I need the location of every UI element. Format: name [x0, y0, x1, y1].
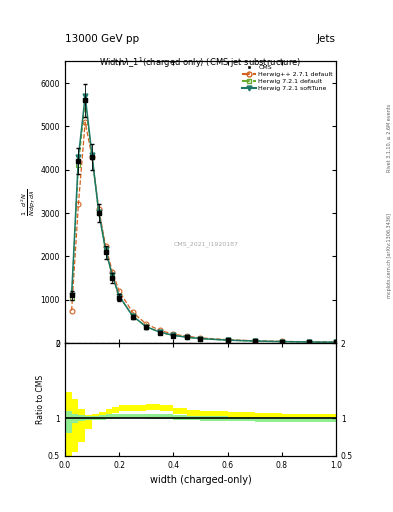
Text: Rivet 3.1.10, ≥ 2.6M events: Rivet 3.1.10, ≥ 2.6M events [387, 104, 392, 173]
Legend: CMS, Herwig++ 2.7.1 default, Herwig 7.2.1 default, Herwig 7.2.1 softTune: CMS, Herwig++ 2.7.1 default, Herwig 7.2.… [242, 65, 333, 91]
Title: Width$\lambda\_1^1$(charged only) (CMS jet substructure): Width$\lambda\_1^1$(charged only) (CMS j… [99, 55, 301, 70]
Y-axis label: Ratio to CMS: Ratio to CMS [36, 375, 45, 424]
Text: CMS_2021_I1920187: CMS_2021_I1920187 [173, 242, 238, 247]
Text: Jets: Jets [317, 33, 336, 44]
Text: 13000 GeV pp: 13000 GeV pp [65, 33, 139, 44]
X-axis label: width (charged-only): width (charged-only) [150, 475, 251, 485]
Text: mcplots.cern.ch [arXiv:1306.3436]: mcplots.cern.ch [arXiv:1306.3436] [387, 214, 392, 298]
Y-axis label: $\frac{1}{N}\frac{d^2N}{dp_T\,d\lambda}$: $\frac{1}{N}\frac{d^2N}{dp_T\,d\lambda}$ [19, 188, 38, 216]
